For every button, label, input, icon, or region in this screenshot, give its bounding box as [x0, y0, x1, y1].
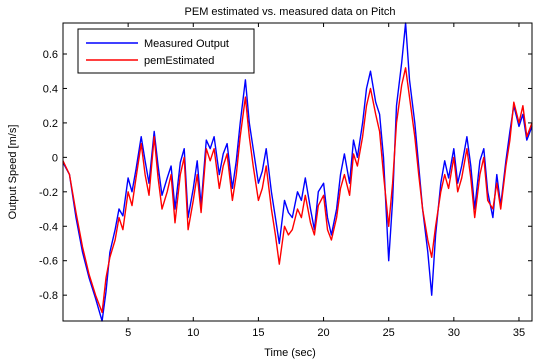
- x-tick-label: 35: [513, 327, 525, 339]
- y-tick-label: -0.4: [39, 221, 58, 233]
- chart-title: PEM estimated vs. measured data on Pitch: [185, 6, 396, 18]
- y-tick-label: 0.6: [43, 49, 58, 61]
- legend-label-measured: Measured Output: [144, 38, 229, 50]
- legend-label-estimated: pemEstimated: [144, 55, 214, 67]
- x-tick-label: 10: [187, 327, 199, 339]
- series-line-measured-output: [62, 22, 533, 322]
- y-tick-label: -0.8: [39, 290, 58, 302]
- x-axis-label: Time (sec): [264, 347, 316, 359]
- legend: Measured Output pemEstimated: [77, 28, 255, 74]
- x-tick-label: 20: [317, 327, 329, 339]
- x-tick-label: 15: [252, 327, 264, 339]
- y-axis-label: Output Speed [m/s]: [7, 125, 19, 220]
- x-tick-label: 25: [383, 327, 395, 339]
- series-line-pem-estimated: [62, 67, 533, 314]
- plot-frame: [62, 22, 533, 322]
- y-tick-label: -0.2: [39, 187, 58, 199]
- legend-box: [77, 28, 255, 74]
- y-tick-label: 0: [52, 152, 58, 164]
- x-tick-label: 5: [125, 327, 131, 339]
- y-tick-label: 0.4: [43, 83, 58, 95]
- x-tick-label: 30: [448, 327, 460, 339]
- series-layer: [62, 22, 533, 322]
- y-tick-label: -0.6: [39, 256, 58, 268]
- ticks-layer: 5 10 15 20 25 30 35 -0.8 -0.6 -0.4 -0.2 0 0.2 0.4 0.6: [39, 23, 532, 339]
- y-tick-label: 0.2: [43, 118, 58, 130]
